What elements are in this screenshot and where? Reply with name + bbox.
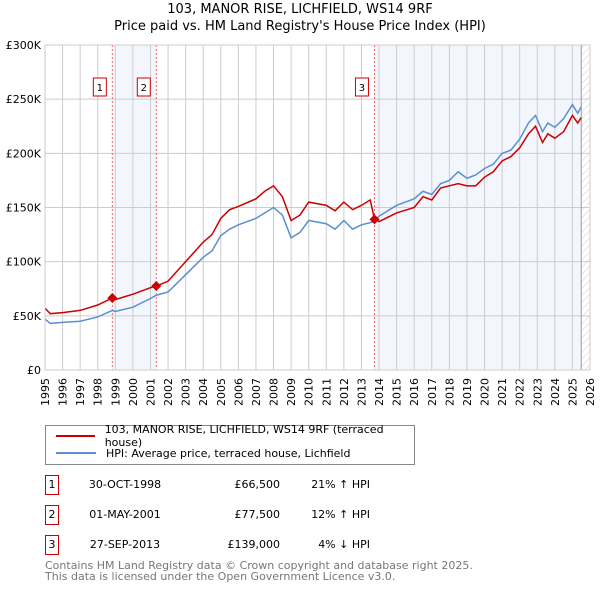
price-chart: 1995 1996 1997 1998 1999 2000 2001 2002 2003 2004… [6,39,597,406]
x-tick-label: 2010 [303,378,316,406]
footer-line: Contains HM Land Registry data © Crown c… [45,559,473,572]
x-tick-label: 2022 [514,378,527,406]
sale-point [107,292,118,303]
sale-hpi-diff: 12% ↑ HPI [311,508,370,521]
y-tick-label: £50K [13,310,42,323]
sale-hpi-diff: 4% ↓ HPI [318,538,370,551]
legend-swatch-blue [56,452,96,454]
x-tick-label: 2004 [197,378,210,406]
chart-subtitle: Price paid vs. HM Land Registry's House … [114,19,486,34]
x-tick-label: 2025 [566,378,579,406]
sale-price: £139,000 [227,538,281,551]
y-tick-label: £300K [6,39,42,52]
x-tick-label: 2015 [391,378,404,406]
x-tick-label: 1995 [39,378,52,406]
x-tick-label: 2023 [531,378,544,406]
legend: 103, MANOR RISE, LICHFIELD, WS14 9RF (te… [45,423,415,465]
x-tick-label: 2007 [250,378,263,406]
sale-label: 1 [97,83,103,94]
sale-label-box [92,77,107,97]
transaction-row: 2 01-MAY-2001 £77,500 12% ↑ HPI [45,505,445,525]
x-tick-label: 2003 [180,378,193,406]
x-tick-label: 2026 [584,378,597,406]
transaction-row: 1 30-OCT-1998 £66,500 21% ↑ HPI [45,475,445,495]
x-tick-label: 2017 [426,378,439,406]
x-tick-label: 2024 [549,378,562,406]
y-tick-label: £200K [6,147,42,160]
x-tick-label: 1997 [74,378,87,406]
x-tick-label: 2008 [268,378,281,406]
sale-hpi-diff: 21% ↑ HPI [311,478,370,491]
x-tick-label: 2019 [461,378,474,406]
series-line [44,103,582,325]
footer-line: This data is licensed under the Open Gov… [45,570,396,583]
sale-date: 27-SEP-2013 [89,538,161,551]
sale-label: 3 [359,83,365,94]
sale-price: £77,500 [234,508,281,521]
x-tick-label: 2006 [232,378,245,406]
chart-title: 103, MANOR RISE, LICHFIELD, WS14 9RF [167,2,433,17]
x-tick-label: 2009 [285,378,298,406]
plot-frame [44,44,591,371]
sale-point [151,281,162,292]
sale-price: £66,500 [234,478,281,491]
sale-label-box [354,77,369,97]
x-tick-label: 2021 [496,378,509,406]
y-tick-label: £250K [6,93,42,106]
sale-label: 2 [141,83,147,94]
sale-marker-badge: 2 [45,505,59,525]
x-tick-label: 2002 [162,378,175,406]
sale-date: 01-MAY-2001 [89,508,161,521]
x-tick-label: 2000 [127,378,140,406]
x-tick-label: 2011 [320,378,333,406]
x-tick-label: 2012 [338,378,351,406]
x-tick-label: 2014 [373,378,386,406]
x-tick-label: 2018 [443,378,456,406]
x-tick-label: 2020 [479,378,492,406]
legend-item-hpi: HPI: Average price, terraced house, Lich… [56,445,350,461]
y-tick-label: £0 [27,364,41,377]
x-tick-label: 2005 [215,378,228,406]
sale-date: 30-OCT-1998 [88,478,162,491]
x-tick-label: 1999 [109,378,122,406]
x-tick-label: 2013 [355,378,368,406]
legend-item-property: 103, MANOR RISE, LICHFIELD, WS14 9RF (te… [56,423,414,449]
y-tick-label: £150K [6,202,42,215]
legend-label: 103, MANOR RISE, LICHFIELD, WS14 9RF (te… [104,423,384,449]
sale-marker-badge: 1 [45,475,59,495]
sale-label-box [136,77,151,97]
legend-label: HPI: Average price, terraced house, Lich… [106,446,351,460]
legend-swatch-red [56,435,95,437]
x-tick-label: 2001 [144,378,157,406]
x-tick-label: 1996 [57,378,70,406]
x-tick-label: 2016 [408,378,421,406]
x-tick-label: 1998 [92,378,105,406]
transaction-row: 3 27-SEP-2013 £139,000 4% ↓ HPI [45,535,445,555]
footer: Contains HM Land Registry data © Crown c… [45,560,473,582]
sale-point [369,214,380,225]
sale-marker-badge: 3 [45,535,59,555]
y-tick-label: £100K [6,256,42,269]
